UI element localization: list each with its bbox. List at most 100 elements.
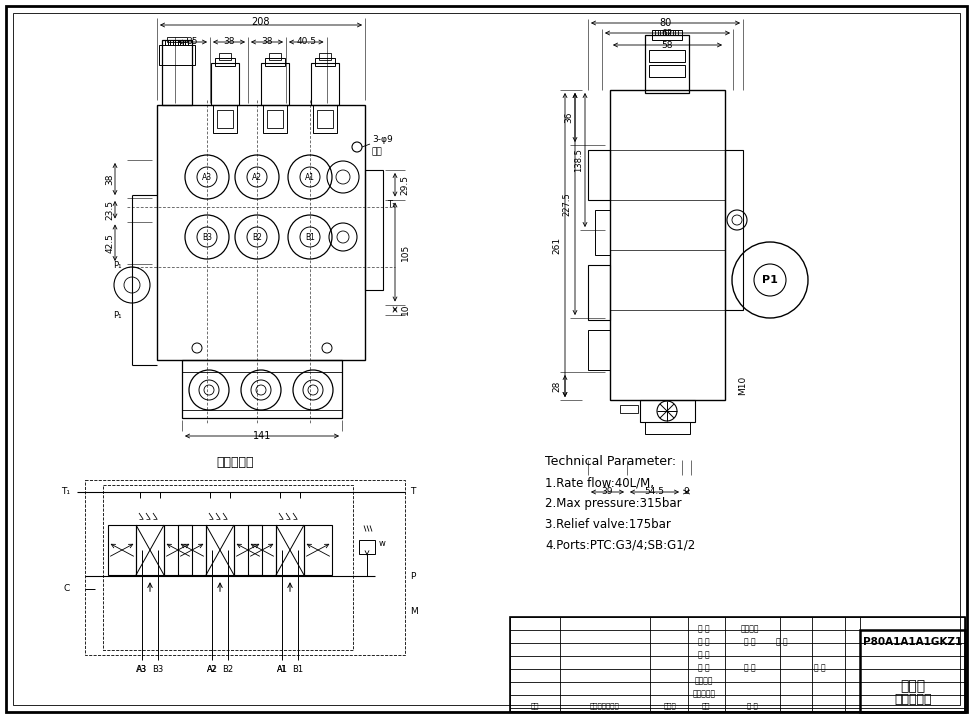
Bar	[649, 65, 685, 77]
Bar	[182, 360, 342, 418]
Bar	[248, 525, 276, 575]
Text: 设 计: 设 计	[699, 624, 710, 633]
Text: 多路阀: 多路阀	[900, 679, 925, 693]
Text: B2: B2	[223, 664, 234, 673]
Bar	[276, 525, 304, 575]
Text: 3-φ9: 3-φ9	[372, 134, 393, 144]
Bar	[313, 105, 337, 133]
Text: A1: A1	[277, 664, 287, 673]
Text: P80A1A1A1GKZ1: P80A1A1A1GKZ1	[863, 637, 962, 647]
Text: 标记: 标记	[530, 703, 539, 709]
Bar	[588, 330, 610, 370]
Text: 1.Rate flow:40L/M,: 1.Rate flow:40L/M,	[545, 476, 654, 489]
Text: 校 对: 校 对	[699, 663, 710, 672]
Text: 第 张: 第 张	[814, 663, 826, 672]
Bar	[108, 525, 136, 575]
Bar	[219, 53, 231, 60]
Bar	[620, 405, 638, 413]
Text: 重 量: 重 量	[744, 637, 756, 646]
Text: 通孔: 通孔	[372, 147, 382, 157]
Text: 42.5: 42.5	[105, 233, 115, 253]
Bar	[588, 150, 610, 200]
Bar	[159, 45, 195, 65]
Text: 80: 80	[660, 18, 671, 28]
Bar	[85, 480, 405, 655]
Bar	[178, 525, 206, 575]
Text: 10: 10	[401, 304, 410, 315]
Bar	[317, 110, 333, 128]
Text: A3: A3	[202, 172, 212, 182]
Text: 227.5: 227.5	[562, 192, 571, 216]
Text: Technical Parameter:: Technical Parameter:	[545, 455, 676, 468]
Text: 29.5: 29.5	[401, 174, 410, 195]
Text: P: P	[410, 572, 415, 581]
Text: A2: A2	[207, 664, 217, 673]
Text: A1: A1	[276, 664, 287, 673]
Text: A3: A3	[136, 664, 148, 673]
Bar	[725, 150, 743, 310]
Bar	[217, 110, 233, 128]
Bar	[162, 40, 192, 105]
Bar	[261, 63, 289, 105]
Text: 3.Relief valve:175bar: 3.Relief valve:175bar	[545, 518, 670, 531]
Text: w: w	[379, 539, 386, 548]
Text: 图样标记: 图样标记	[740, 624, 759, 633]
Text: B1: B1	[306, 233, 315, 241]
Text: 261: 261	[553, 236, 561, 253]
Text: 62: 62	[662, 29, 673, 37]
Bar	[319, 53, 331, 60]
Bar	[267, 110, 283, 128]
Text: T: T	[410, 488, 415, 497]
Text: 审 核: 审 核	[746, 703, 757, 709]
Bar	[206, 525, 234, 575]
Bar	[588, 265, 610, 320]
Bar	[649, 50, 685, 62]
Text: 35: 35	[187, 37, 198, 47]
Bar	[263, 105, 287, 133]
Text: B3: B3	[202, 233, 212, 241]
Bar	[645, 35, 689, 93]
Text: A2: A2	[252, 172, 262, 182]
Text: M: M	[410, 607, 417, 616]
Text: 日期: 日期	[702, 703, 710, 709]
Text: A2: A2	[206, 664, 218, 673]
Text: 38: 38	[223, 37, 234, 47]
Text: 40.5: 40.5	[296, 37, 316, 47]
Bar	[610, 90, 725, 400]
Bar	[234, 525, 262, 575]
Text: B1: B1	[293, 664, 304, 673]
Text: 38: 38	[261, 37, 272, 47]
Text: 105: 105	[401, 243, 410, 261]
Text: 工艺流程: 工艺流程	[695, 676, 713, 685]
Bar	[359, 539, 375, 554]
Bar	[510, 617, 965, 712]
Bar	[211, 63, 239, 105]
Bar	[157, 105, 365, 360]
Text: 描 图: 描 图	[699, 650, 710, 659]
Text: 208: 208	[252, 17, 270, 27]
Text: C: C	[64, 584, 70, 593]
Text: A1: A1	[305, 172, 315, 182]
Bar	[164, 525, 192, 575]
Text: 141: 141	[253, 431, 271, 441]
Bar	[213, 105, 237, 133]
Bar	[860, 630, 965, 712]
Bar	[215, 58, 235, 66]
Text: 36: 36	[564, 112, 573, 123]
Text: B3: B3	[153, 664, 163, 673]
Bar	[269, 53, 281, 60]
Bar	[103, 485, 353, 650]
Bar	[365, 170, 383, 290]
Text: 28: 28	[553, 381, 561, 392]
Bar	[304, 525, 332, 575]
Text: 4.Ports:PTC:G3/4;SB:G1/2: 4.Ports:PTC:G3/4;SB:G1/2	[545, 539, 696, 552]
Text: B2: B2	[252, 233, 262, 241]
Text: 标准化检查: 标准化检查	[693, 689, 715, 698]
Text: P1: P1	[762, 275, 778, 285]
Bar	[315, 58, 335, 66]
Text: P₁: P₁	[114, 310, 122, 320]
Text: 23.5: 23.5	[105, 200, 115, 220]
Text: 9: 9	[684, 488, 690, 497]
Text: 58: 58	[662, 40, 673, 50]
Text: A3: A3	[137, 664, 147, 673]
